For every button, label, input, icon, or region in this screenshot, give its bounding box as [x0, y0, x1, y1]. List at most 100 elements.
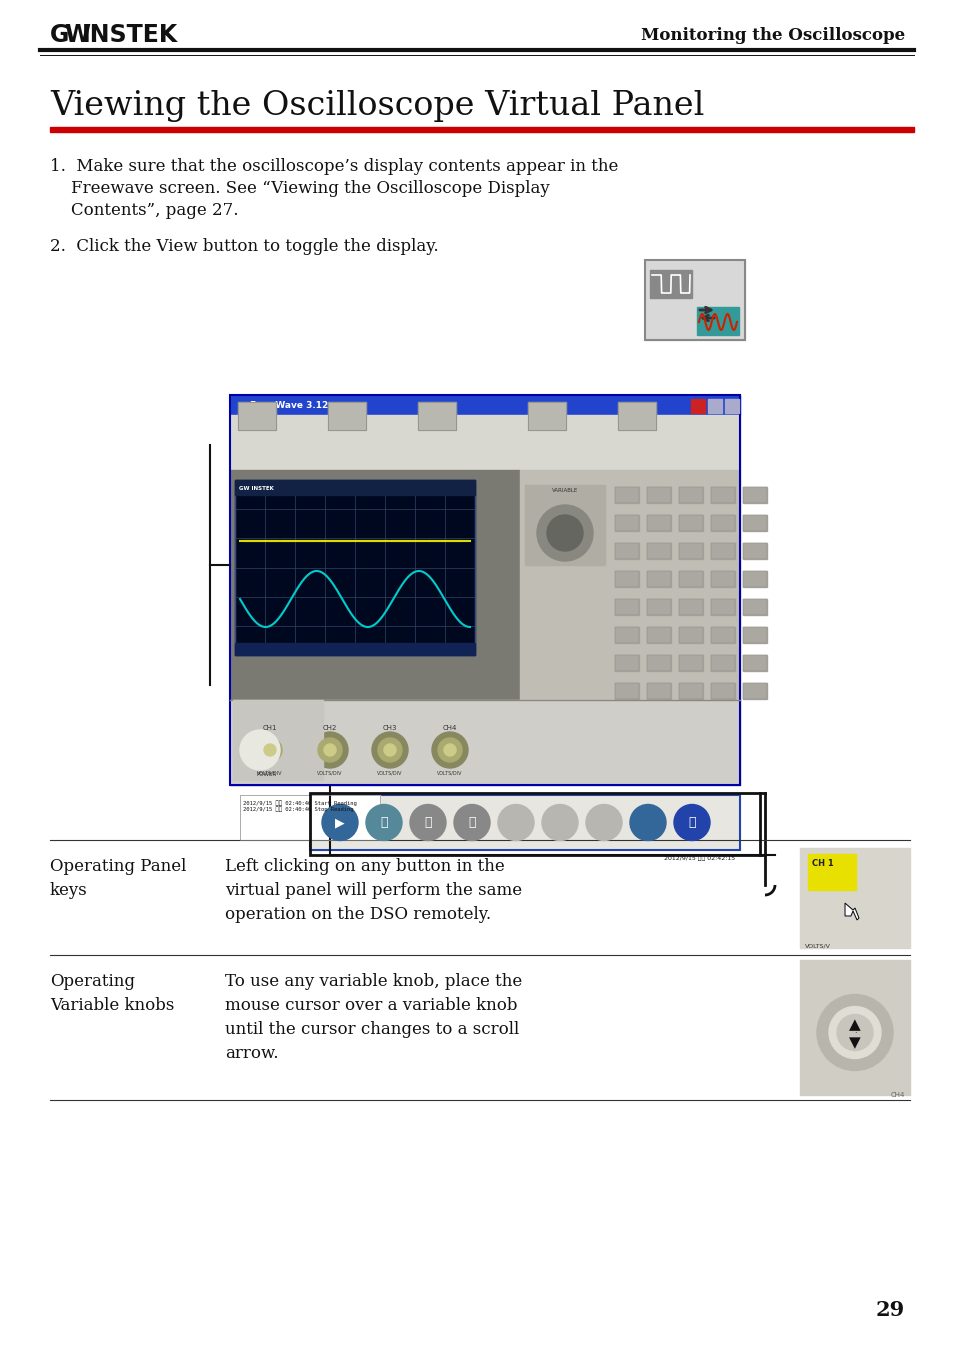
Circle shape	[377, 738, 401, 761]
Bar	[230, 396, 740, 784]
Text: ·: ·	[853, 1029, 856, 1038]
Circle shape	[384, 744, 395, 756]
Text: 2012/9/15 下午 02:40:46 Start Reading
2012/9/15 下午 02:40:46 Stop Reading: 2012/9/15 下午 02:40:46 Start Reading 2012…	[243, 801, 356, 813]
Bar	[615, 571, 639, 587]
Bar	[237, 402, 275, 431]
Circle shape	[541, 805, 578, 841]
Bar	[310, 792, 760, 855]
Circle shape	[322, 805, 357, 841]
Circle shape	[437, 738, 461, 761]
Bar	[710, 683, 734, 699]
Circle shape	[836, 1014, 872, 1050]
Bar	[646, 599, 670, 616]
Bar	[230, 701, 740, 784]
Text: To use any variable knob, place the: To use any variable knob, place the	[225, 973, 521, 990]
Text: CH3: CH3	[382, 725, 396, 730]
Bar	[679, 487, 702, 504]
Text: G: G	[50, 23, 70, 47]
Bar	[646, 571, 670, 587]
Bar	[527, 402, 565, 431]
Text: ⏺: ⏺	[424, 815, 432, 829]
Bar	[234, 481, 475, 655]
Circle shape	[828, 1007, 880, 1058]
Text: ▲: ▲	[848, 1017, 860, 1031]
Bar	[679, 626, 702, 643]
Bar	[240, 795, 379, 840]
Circle shape	[497, 805, 534, 841]
Bar	[710, 514, 734, 531]
Text: 29: 29	[875, 1300, 904, 1320]
Bar	[742, 571, 766, 587]
Bar	[417, 402, 456, 431]
Bar	[742, 571, 766, 587]
Circle shape	[585, 805, 621, 841]
Bar	[710, 626, 734, 643]
Text: CH 1: CH 1	[811, 859, 833, 868]
Bar	[417, 402, 456, 431]
Bar	[742, 626, 766, 643]
Circle shape	[252, 732, 288, 768]
Text: Viewing the Oscilloscope Virtual Panel: Viewing the Oscilloscope Virtual Panel	[50, 90, 703, 122]
Bar	[310, 795, 740, 850]
Bar	[615, 487, 639, 504]
Bar	[234, 481, 475, 655]
Bar	[742, 626, 766, 643]
Bar	[328, 402, 366, 431]
Bar	[615, 626, 639, 643]
Bar	[615, 683, 639, 699]
Bar	[679, 626, 702, 643]
Bar	[646, 683, 670, 699]
Bar	[679, 683, 702, 699]
Bar	[742, 543, 766, 559]
Bar	[707, 400, 721, 413]
Circle shape	[324, 744, 335, 756]
Bar	[679, 487, 702, 504]
Bar	[710, 683, 734, 699]
Bar	[234, 481, 475, 495]
Text: CH1: CH1	[262, 725, 277, 730]
Bar	[690, 400, 704, 413]
Text: Contents”, page 27.: Contents”, page 27.	[50, 202, 238, 219]
Bar	[646, 626, 670, 643]
Bar	[646, 543, 670, 559]
Bar	[646, 487, 670, 504]
Text: until the cursor changes to a scroll: until the cursor changes to a scroll	[225, 1021, 518, 1038]
Circle shape	[257, 738, 282, 761]
Bar	[800, 960, 909, 1095]
Bar	[234, 643, 475, 655]
Text: Left clicking on any button in the: Left clicking on any button in the	[225, 859, 504, 875]
Bar	[615, 543, 639, 559]
Bar	[646, 655, 670, 671]
Bar	[310, 795, 740, 850]
Text: 1.  Make sure that the oscilloscope’s display contents appear in the: 1. Make sure that the oscilloscope’s dis…	[50, 158, 618, 176]
Bar	[710, 543, 734, 559]
Bar	[679, 543, 702, 559]
Bar	[742, 599, 766, 616]
Circle shape	[432, 732, 468, 768]
Bar	[328, 402, 366, 431]
Bar	[649, 270, 691, 298]
Bar	[710, 514, 734, 531]
Bar	[230, 396, 740, 784]
Bar	[710, 599, 734, 616]
Text: CH4: CH4	[442, 725, 456, 730]
Bar	[644, 261, 744, 340]
Bar	[710, 655, 734, 671]
Bar	[230, 414, 740, 470]
Bar	[742, 543, 766, 559]
Bar	[646, 626, 670, 643]
Circle shape	[410, 805, 446, 841]
Bar	[710, 543, 734, 559]
Bar	[679, 571, 702, 587]
Bar	[615, 514, 639, 531]
Bar	[524, 485, 604, 566]
Text: Freewave screen. See “Viewing the Oscilloscope Display: Freewave screen. See “Viewing the Oscill…	[50, 180, 549, 197]
Bar	[742, 683, 766, 699]
Bar	[710, 487, 734, 504]
Bar	[710, 599, 734, 616]
Bar	[237, 402, 275, 431]
Text: GW INSTEK: GW INSTEK	[239, 486, 274, 490]
Circle shape	[317, 738, 341, 761]
Bar	[527, 402, 565, 431]
Bar	[615, 683, 639, 699]
